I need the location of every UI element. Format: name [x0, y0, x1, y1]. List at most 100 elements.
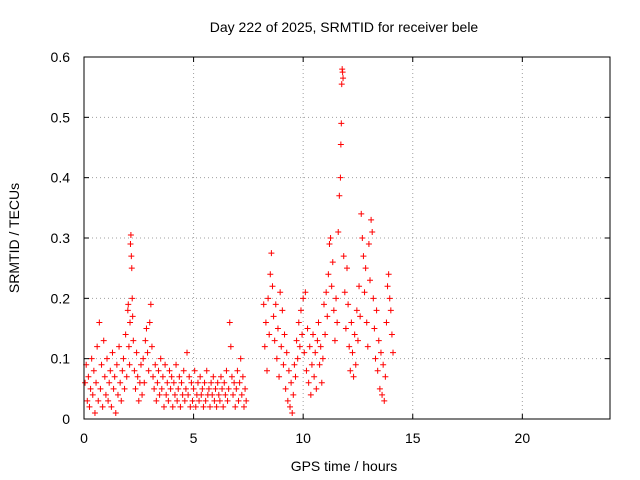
data-point	[362, 265, 369, 272]
data-point	[384, 283, 391, 290]
data-point	[100, 337, 107, 344]
data-point	[113, 361, 120, 368]
data-point	[386, 295, 393, 302]
data-point	[358, 210, 365, 217]
data-point	[383, 319, 390, 326]
data-point	[295, 319, 302, 326]
data-point	[192, 403, 199, 410]
data-point	[166, 367, 173, 374]
data-point	[284, 397, 291, 404]
data-point	[106, 379, 113, 386]
data-point	[281, 331, 288, 338]
data-point	[214, 379, 221, 386]
data-point	[300, 295, 307, 302]
data-point	[135, 397, 142, 404]
data-point	[348, 319, 355, 326]
data-point	[291, 361, 298, 368]
data-point	[270, 313, 277, 320]
data-point	[174, 397, 181, 404]
data-point	[179, 391, 186, 398]
data-point	[301, 349, 308, 356]
data-point	[278, 343, 285, 350]
data-point	[144, 349, 151, 356]
data-point	[217, 373, 224, 380]
data-point	[240, 403, 247, 410]
data-point	[128, 253, 135, 260]
data-point	[180, 367, 187, 374]
data-point	[176, 373, 183, 380]
data-point	[344, 265, 350, 272]
data-point	[213, 403, 220, 410]
x-axis-label: GPS time / hours	[291, 458, 398, 474]
data-point	[361, 289, 368, 296]
data-point	[227, 343, 234, 350]
data-point	[345, 301, 352, 308]
data-point	[294, 355, 301, 362]
data-point	[334, 319, 341, 326]
data-point	[87, 385, 94, 392]
data-point	[167, 385, 174, 392]
data-point	[212, 385, 219, 392]
data-point	[330, 307, 337, 314]
data-point	[280, 361, 287, 368]
data-point	[360, 253, 367, 260]
x-tick-label: 0	[80, 430, 88, 446]
data-point	[223, 367, 230, 374]
data-point	[139, 391, 146, 398]
data-point	[230, 391, 237, 398]
data-point	[196, 397, 203, 404]
data-points	[82, 66, 397, 416]
data-point	[264, 367, 271, 374]
data-point	[324, 313, 331, 320]
data-point	[388, 331, 395, 338]
data-point	[266, 331, 273, 338]
data-point	[90, 367, 97, 374]
data-point	[369, 228, 376, 235]
data-point	[372, 355, 379, 362]
data-point	[189, 397, 196, 404]
data-point	[150, 373, 157, 380]
data-point	[152, 361, 159, 368]
data-point	[336, 192, 343, 199]
data-point	[313, 385, 320, 392]
data-point	[112, 409, 119, 416]
data-point	[168, 373, 175, 380]
data-point	[350, 373, 357, 380]
data-point	[96, 319, 103, 326]
data-point	[91, 409, 98, 416]
data-point	[153, 397, 160, 404]
data-point	[130, 337, 137, 344]
data-point	[337, 174, 344, 181]
data-point	[231, 379, 238, 386]
data-point	[209, 391, 216, 398]
data-point	[288, 379, 295, 386]
data-point	[315, 319, 322, 326]
data-point	[145, 367, 152, 374]
data-point	[368, 216, 375, 223]
data-point	[271, 337, 278, 344]
data-point	[102, 391, 109, 398]
data-point	[185, 391, 192, 398]
y-tick-label: 0.2	[51, 290, 71, 306]
data-point	[327, 235, 334, 241]
data-point	[219, 385, 226, 392]
data-point	[101, 373, 108, 380]
data-point	[312, 349, 319, 356]
data-point	[379, 391, 386, 398]
data-point	[126, 361, 133, 368]
data-point	[127, 231, 134, 238]
data-point	[375, 337, 382, 344]
data-point	[302, 289, 309, 296]
data-point	[289, 409, 296, 416]
data-point	[186, 373, 193, 380]
data-point	[239, 373, 246, 380]
data-point	[261, 343, 268, 350]
data-point	[339, 69, 346, 76]
data-point	[359, 235, 366, 241]
data-point	[190, 385, 197, 392]
data-point	[269, 283, 276, 290]
y-tick-label: 0.3	[51, 230, 71, 246]
data-point	[323, 289, 330, 296]
data-point	[125, 343, 132, 350]
